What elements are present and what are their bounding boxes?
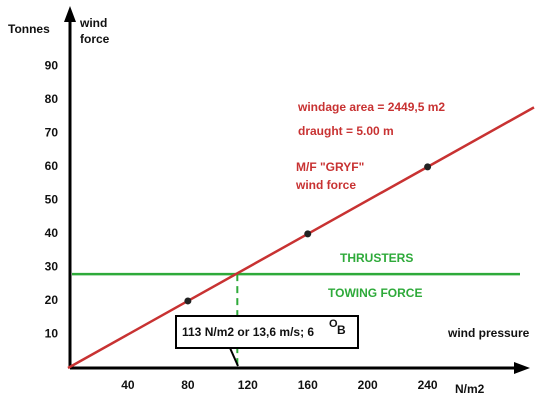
x-tick-label: 120	[238, 378, 258, 392]
data-point	[424, 163, 432, 171]
x-tick-label: 160	[298, 378, 318, 392]
x-tick-label: 40	[121, 378, 135, 392]
y-tick-label: 70	[45, 126, 59, 140]
x-tick-label: 80	[181, 378, 195, 392]
series-label: wind	[79, 16, 107, 30]
annotation-box	[175, 315, 359, 349]
y-tick-label: 60	[45, 159, 59, 173]
annotation: M/F "GRYF"	[296, 160, 364, 174]
box-label: O	[329, 318, 338, 330]
data-point	[184, 297, 192, 305]
x-tick-label: 200	[358, 378, 378, 392]
annotation: windage area = 2449,5 m2	[297, 100, 445, 114]
y-tick-label: 40	[45, 226, 59, 240]
y-tick-label: 90	[45, 58, 59, 72]
y-tick-label: 20	[45, 293, 59, 307]
box-label: 113 N/m2 or 13,6 m/s; 6	[182, 325, 314, 339]
annotation: draught = 5.00 m	[298, 124, 394, 138]
annotation: wind force	[295, 178, 356, 192]
x-tick-label: 240	[418, 378, 438, 392]
thrusters-label: THRUSTERS	[340, 251, 413, 265]
y-axis-label: Tonnes	[8, 22, 50, 36]
box-label: B	[337, 323, 346, 337]
y-axis-arrow	[64, 6, 76, 22]
x-axis-arrow	[514, 362, 530, 374]
box-pointer	[229, 347, 239, 367]
x-axis-label: wind pressure	[447, 326, 530, 340]
x-axis-unit: N/m2	[455, 382, 485, 396]
towing-label: TOWING FORCE	[328, 286, 422, 300]
y-tick-label: 80	[45, 92, 59, 106]
y-tick-label: 10	[45, 327, 59, 341]
series-label: force	[80, 32, 110, 46]
y-tick-label: 50	[45, 193, 59, 207]
y-tick-label: 30	[45, 260, 59, 274]
data-point	[304, 230, 312, 238]
